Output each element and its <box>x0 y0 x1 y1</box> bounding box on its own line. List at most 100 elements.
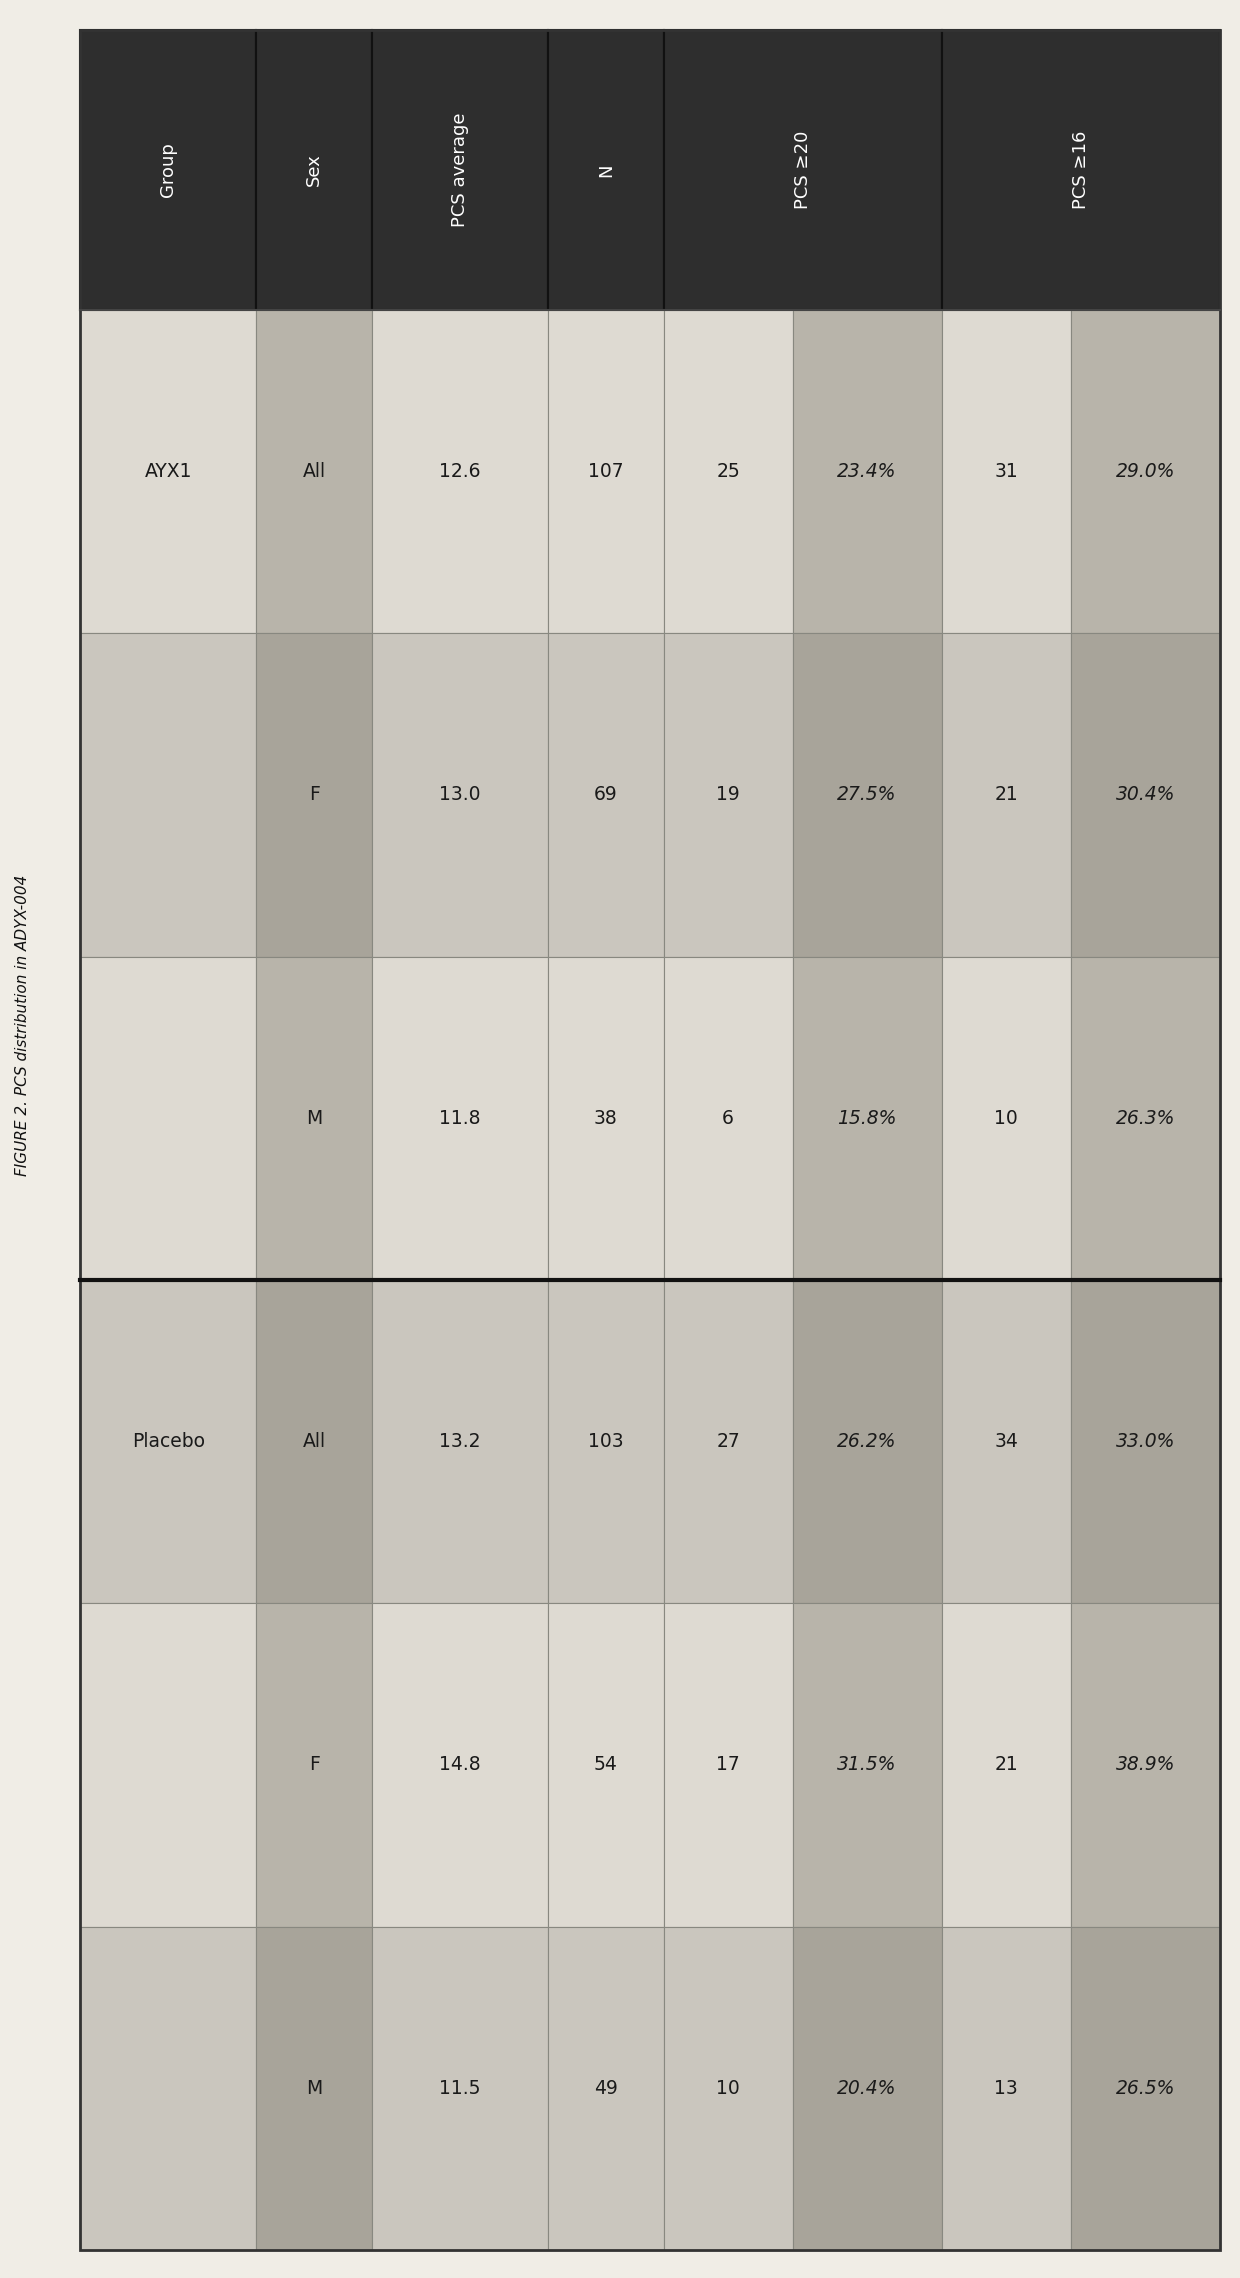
Bar <box>942 1280 1070 1604</box>
Text: 10: 10 <box>717 2080 740 2098</box>
Bar <box>792 1604 942 1927</box>
Bar <box>663 633 792 957</box>
Bar <box>372 1280 548 1604</box>
Bar <box>81 957 257 1280</box>
Text: 26.2%: 26.2% <box>837 1433 897 1451</box>
Bar <box>792 957 942 1280</box>
Text: AYX1: AYX1 <box>145 462 192 481</box>
Bar <box>942 1604 1070 1927</box>
Bar <box>81 310 257 633</box>
Text: 49: 49 <box>594 2080 618 2098</box>
Text: 13.2: 13.2 <box>439 1433 481 1451</box>
Text: 29.0%: 29.0% <box>1116 462 1176 481</box>
Bar <box>663 310 792 633</box>
Bar <box>257 30 372 310</box>
Bar <box>1070 1604 1220 1927</box>
Bar <box>548 1604 663 1927</box>
Bar <box>548 633 663 957</box>
Text: 21: 21 <box>994 786 1018 804</box>
Text: 10: 10 <box>994 1109 1018 1128</box>
Bar <box>257 1927 372 2251</box>
Bar <box>942 310 1070 633</box>
Text: 31.5%: 31.5% <box>837 1756 897 1775</box>
Text: 17: 17 <box>717 1756 740 1775</box>
Text: 38: 38 <box>594 1109 618 1128</box>
Text: FIGURE 2. PCS distribution in ADYX-004: FIGURE 2. PCS distribution in ADYX-004 <box>15 875 30 1175</box>
Bar <box>372 30 548 310</box>
Text: 14.8: 14.8 <box>439 1756 481 1775</box>
Text: 13.0: 13.0 <box>439 786 481 804</box>
Bar <box>257 1604 372 1927</box>
Text: M: M <box>306 1109 322 1128</box>
Bar <box>1070 310 1220 633</box>
Bar <box>81 1604 257 1927</box>
Bar <box>81 633 257 957</box>
Text: PCS ≥16: PCS ≥16 <box>1071 130 1090 210</box>
Bar <box>257 310 372 633</box>
Bar <box>81 1927 257 2251</box>
Bar <box>942 30 1220 310</box>
Bar <box>257 633 372 957</box>
Text: 13: 13 <box>994 2080 1018 2098</box>
Bar <box>1070 633 1220 957</box>
Text: PCS average: PCS average <box>451 112 469 228</box>
Bar <box>548 957 663 1280</box>
Text: 30.4%: 30.4% <box>1116 786 1176 804</box>
Text: 103: 103 <box>588 1433 624 1451</box>
Text: 25: 25 <box>717 462 740 481</box>
Text: 38.9%: 38.9% <box>1116 1756 1176 1775</box>
Text: N: N <box>596 164 615 178</box>
Text: Sex: Sex <box>305 153 324 187</box>
Text: 6: 6 <box>722 1109 734 1128</box>
Text: 33.0%: 33.0% <box>1116 1433 1176 1451</box>
Bar <box>372 633 548 957</box>
Bar <box>942 1927 1070 2251</box>
Text: F: F <box>309 786 320 804</box>
Text: 27: 27 <box>717 1433 740 1451</box>
Text: 19: 19 <box>717 786 740 804</box>
Bar <box>792 310 942 633</box>
Bar <box>548 1280 663 1604</box>
Text: All: All <box>303 1433 326 1451</box>
Bar <box>942 957 1070 1280</box>
Text: PCS ≥20: PCS ≥20 <box>794 130 812 210</box>
Text: 27.5%: 27.5% <box>837 786 897 804</box>
Bar <box>257 1280 372 1604</box>
Bar <box>663 30 942 310</box>
Text: 20.4%: 20.4% <box>837 2080 897 2098</box>
Text: 12.6: 12.6 <box>439 462 481 481</box>
Bar <box>81 1280 257 1604</box>
Bar <box>1070 957 1220 1280</box>
Bar <box>792 1280 942 1604</box>
Bar <box>1070 1280 1220 1604</box>
Bar <box>81 30 257 310</box>
Text: 21: 21 <box>994 1756 1018 1775</box>
Text: 31: 31 <box>994 462 1018 481</box>
Bar <box>372 310 548 633</box>
Bar <box>372 1927 548 2251</box>
Bar <box>257 957 372 1280</box>
Text: 26.3%: 26.3% <box>1116 1109 1176 1128</box>
Bar <box>942 633 1070 957</box>
Bar <box>548 1927 663 2251</box>
Text: Placebo: Placebo <box>131 1433 205 1451</box>
Bar <box>548 30 663 310</box>
Text: 15.8%: 15.8% <box>837 1109 897 1128</box>
Bar <box>663 1604 792 1927</box>
Text: M: M <box>306 2080 322 2098</box>
Bar <box>372 957 548 1280</box>
Text: 23.4%: 23.4% <box>837 462 897 481</box>
Text: 107: 107 <box>588 462 624 481</box>
Text: 69: 69 <box>594 786 618 804</box>
Bar <box>792 1927 942 2251</box>
Text: 34: 34 <box>994 1433 1018 1451</box>
Text: All: All <box>303 462 326 481</box>
Bar <box>372 1604 548 1927</box>
Bar <box>663 1280 792 1604</box>
Text: 11.5: 11.5 <box>439 2080 481 2098</box>
Bar <box>663 1927 792 2251</box>
Bar <box>792 633 942 957</box>
Bar <box>548 310 663 633</box>
Text: 11.8: 11.8 <box>439 1109 481 1128</box>
Text: F: F <box>309 1756 320 1775</box>
